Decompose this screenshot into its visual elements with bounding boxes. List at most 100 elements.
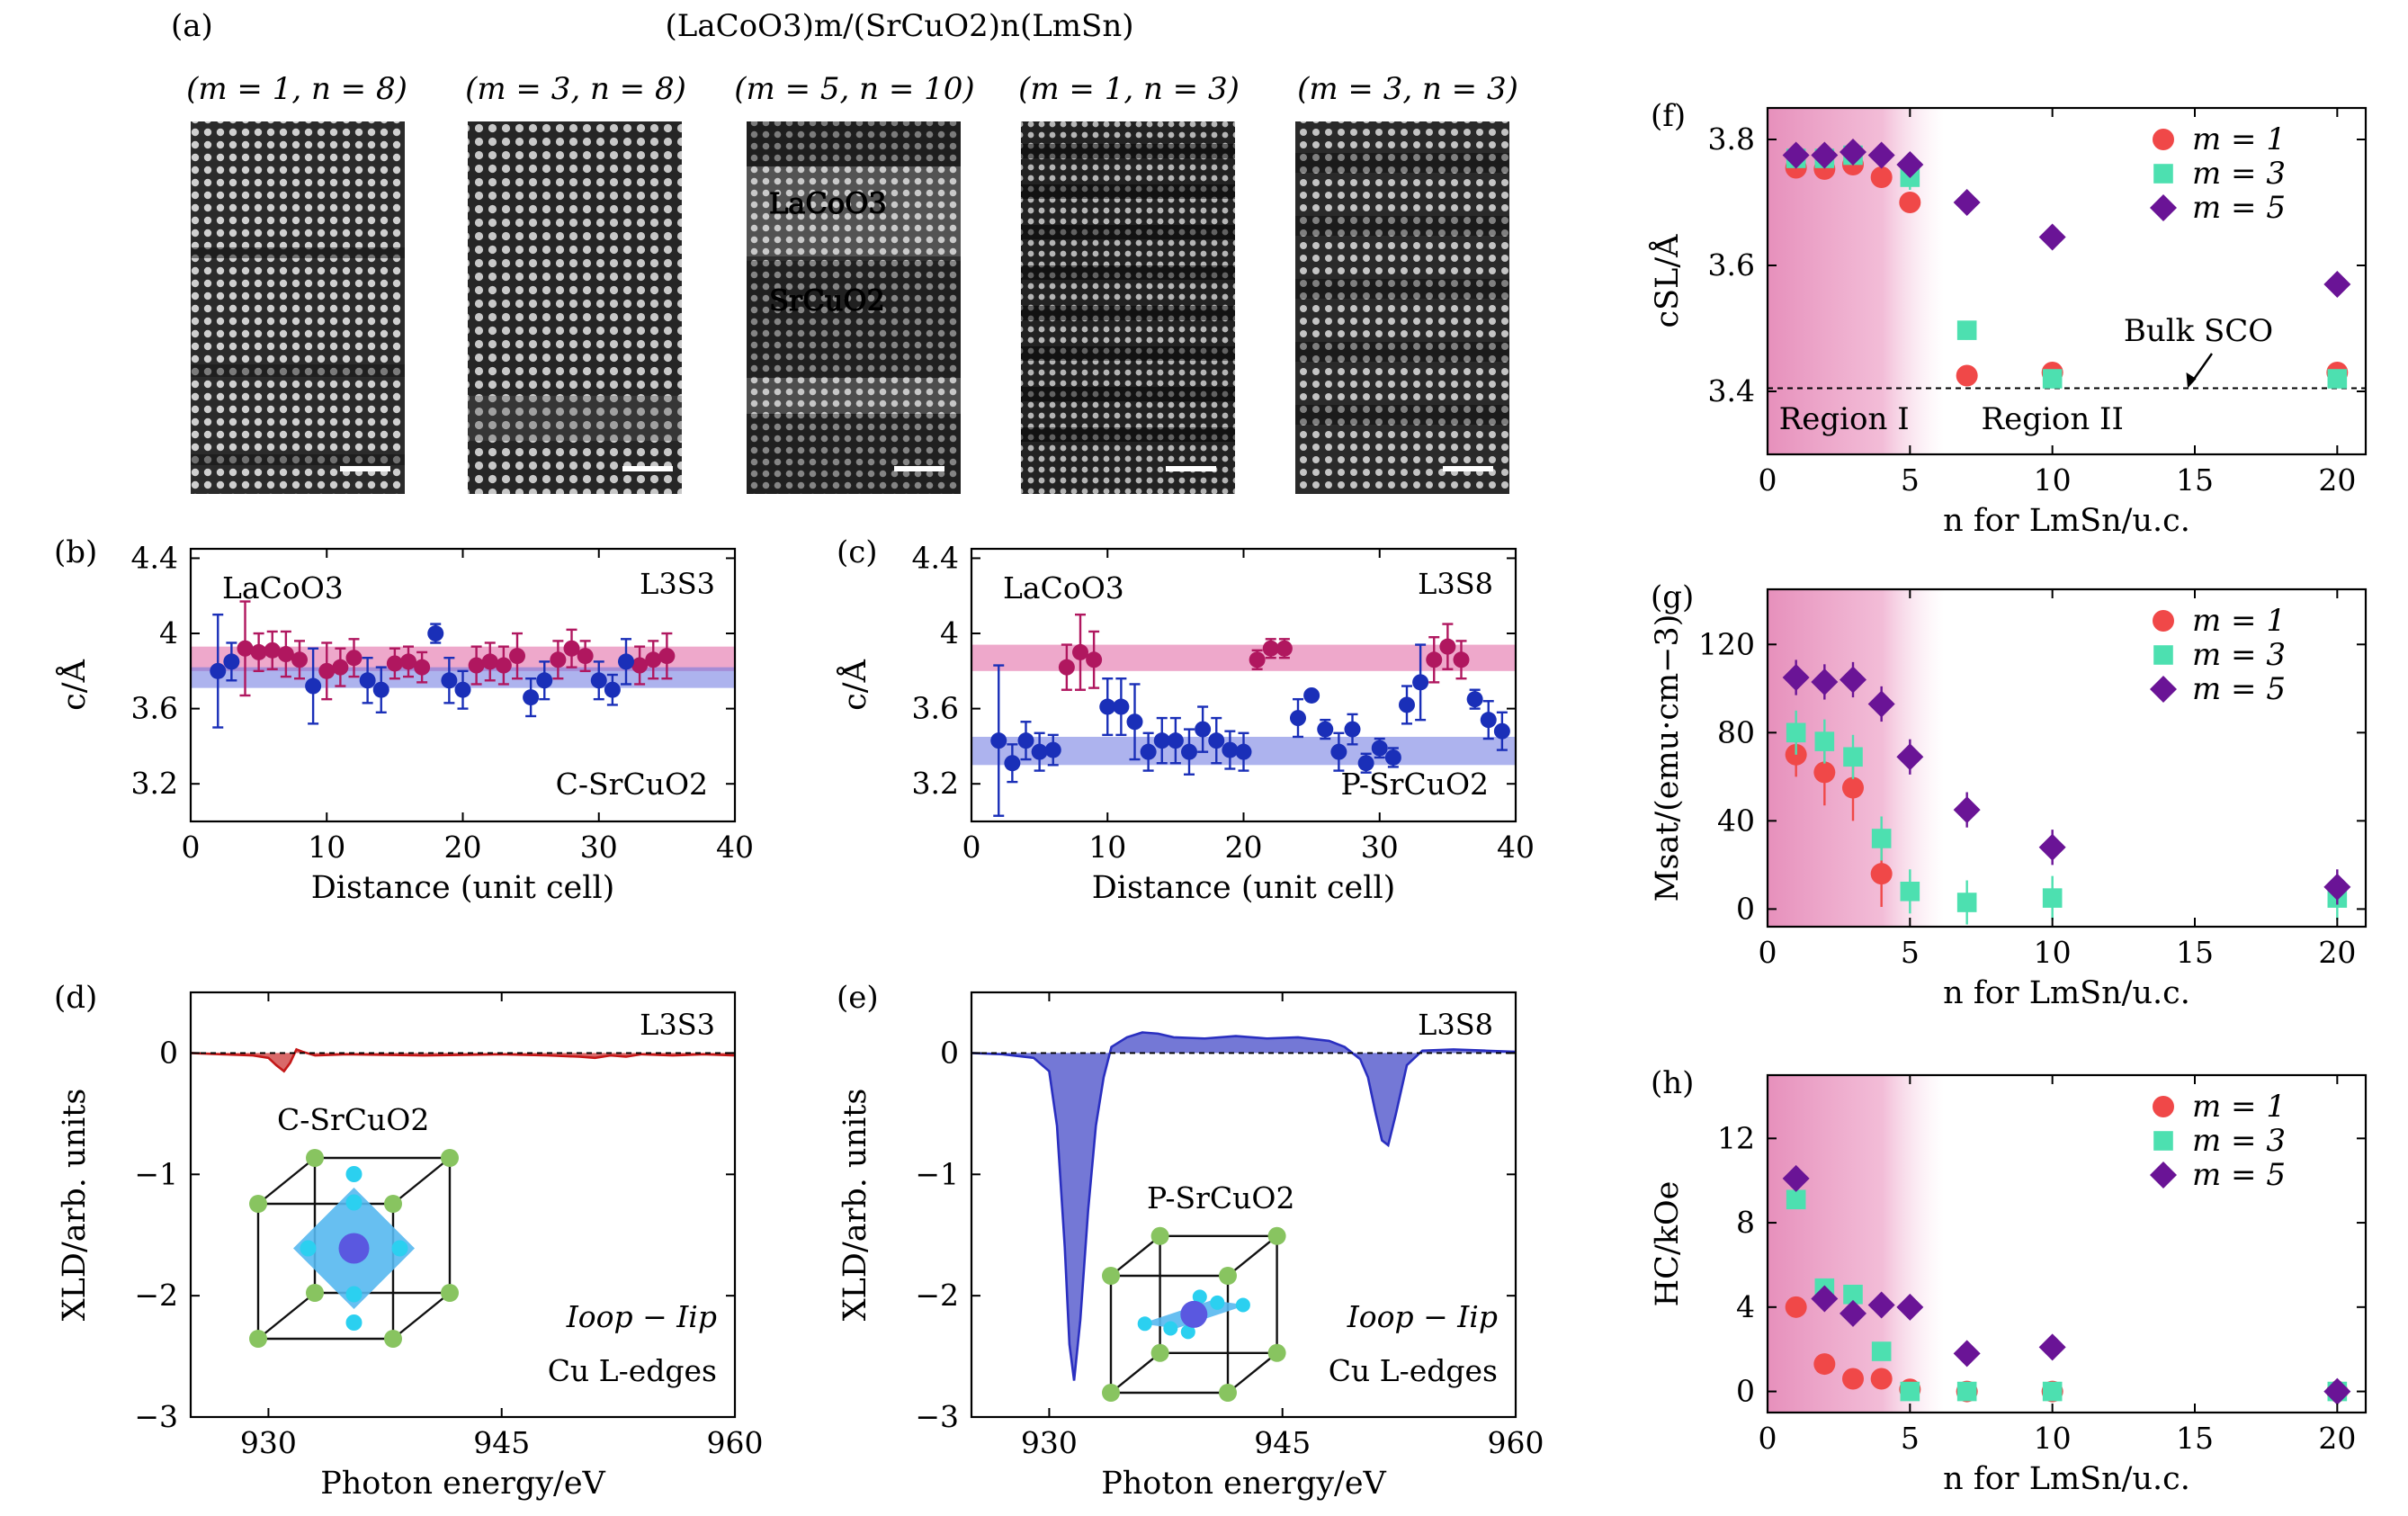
y-tick-label: 0 — [1736, 891, 1755, 926]
data-point — [1344, 721, 1361, 738]
data-point — [237, 640, 254, 657]
x-tick-label: 0 — [1759, 1421, 1777, 1456]
data-point — [2038, 833, 2066, 861]
chart-c: 0 10 20 30 40 3.2 3.6 4 4.4 Distance (unit cell) c… — [835, 534, 1535, 906]
x-tick-label: 930 — [240, 1425, 297, 1460]
x-tick-label: 20 — [2318, 935, 2356, 970]
data-point — [1870, 166, 1893, 188]
legend-entry: m = 5 — [2192, 1157, 2286, 1193]
data-point — [1167, 732, 1184, 749]
data-point — [1384, 749, 1401, 766]
data-point — [590, 672, 607, 689]
y-tick-label: −2 — [134, 1278, 178, 1313]
data-point — [1840, 666, 1866, 694]
data-point — [618, 653, 634, 670]
oxygen-atom — [1163, 1321, 1178, 1336]
panel-label: (c) — [837, 534, 878, 570]
stem-label-2: (m = 3, n = 8) — [465, 71, 686, 107]
chart-g: 0 5 10 15 20 0 40 80 120 n for LmSn/u.c. Msat/(emu… — [1650, 579, 2368, 1011]
data-point — [1072, 643, 1088, 660]
stem-images: (m = 1, n = 8) (m = 3, n = 8) (m = 5, n … — [186, 71, 1518, 494]
data-point — [2153, 645, 2173, 665]
data-point — [1262, 640, 1279, 657]
panel-label: (b) — [54, 534, 97, 570]
data-point — [1303, 686, 1320, 704]
region-ii-label: Region II — [1982, 401, 2124, 437]
y-axis-label: XLD/arb. units — [57, 1089, 93, 1322]
y-tick-label: 4.4 — [912, 540, 959, 575]
layer-label-lacoo3: LaCoO3 — [769, 186, 887, 220]
sr-atom — [306, 1284, 324, 1302]
data-point — [2150, 676, 2177, 703]
legend-entry: m = 1 — [2192, 1089, 2286, 1125]
bulk-sco-arrow — [2190, 353, 2213, 383]
x-tick-label: 20 — [2318, 1421, 2356, 1456]
data-point — [1249, 651, 1266, 668]
oxygen-atom — [345, 1194, 363, 1211]
x-tick-label: 15 — [2176, 1421, 2214, 1456]
x-tick-label: 40 — [1497, 830, 1535, 865]
data-point — [481, 653, 498, 670]
x-axis-label: n for LmSn/u.c. — [1943, 975, 2190, 1011]
data-point — [427, 625, 444, 642]
data-point — [658, 648, 676, 665]
sr-atom — [1267, 1226, 1286, 1245]
data-point — [1181, 743, 1197, 760]
x-tick-label: 20 — [2318, 462, 2356, 498]
data-point — [1811, 141, 1839, 169]
data-point — [468, 657, 485, 674]
x-axis-label: Distance (unit cell) — [1092, 870, 1396, 906]
data-point — [1276, 640, 1293, 657]
y-tick-label: 0 — [159, 1035, 178, 1070]
data-point — [1004, 755, 1021, 772]
data-point — [2038, 223, 2066, 251]
data-point — [1017, 732, 1034, 749]
data-point — [441, 672, 458, 689]
x-tick-label: 20 — [444, 830, 482, 865]
data-point — [1782, 141, 1810, 169]
data-point — [1842, 1368, 1864, 1390]
x-axis-label: Photon energy/eV — [1101, 1466, 1386, 1502]
chart-d: 930 945 960 0 −1 −2 −3 Photon energy/eV XLD/arb.… — [54, 980, 764, 1502]
data-point — [1785, 1296, 1807, 1318]
data-point — [1896, 151, 1924, 178]
data-point — [345, 650, 363, 667]
x-tick-label: 0 — [962, 830, 981, 865]
data-point — [1956, 364, 1978, 387]
x-tick-label: 15 — [2176, 935, 2214, 970]
data-point — [577, 648, 594, 665]
data-point — [1956, 1381, 1977, 1402]
data-point — [400, 653, 416, 670]
sample-tag: L3S8 — [1418, 567, 1493, 601]
data-point — [1956, 893, 1977, 912]
figure-title: (LaCoO3)m/(SrCuO2)n(LmSn) — [666, 8, 1134, 44]
data-point — [1870, 1368, 1893, 1390]
y-axis-label: XLD/arb. units — [837, 1089, 873, 1322]
data-point — [1782, 664, 1810, 692]
data-point — [1480, 712, 1497, 729]
y-tick-label: −3 — [915, 1399, 959, 1434]
oxygen-atom — [1180, 1324, 1195, 1340]
annotation-srcuo2: P-SrCuO2 — [1341, 767, 1489, 802]
sr-atom — [1150, 1343, 1169, 1362]
data-point — [1317, 721, 1334, 738]
y-tick-label: 4 — [159, 615, 178, 650]
data-point — [1222, 741, 1239, 758]
x-axis-label: Distance (unit cell) — [311, 870, 615, 906]
oxygen-atom — [345, 1314, 363, 1331]
data-point — [1840, 1299, 1866, 1327]
region-i-label: Region I — [1779, 401, 1910, 437]
data-point — [563, 640, 580, 657]
sr-atom — [249, 1195, 267, 1213]
data-point — [1813, 761, 1836, 784]
legend-entry: m = 1 — [2192, 121, 2286, 157]
y-tick-label: −1 — [134, 1156, 178, 1191]
data-point — [210, 662, 227, 679]
x-tick-label: 30 — [580, 830, 618, 865]
scale-bar — [1166, 466, 1216, 471]
cube-edge — [1227, 1351, 1278, 1394]
x-tick-label: 930 — [1021, 1425, 1078, 1460]
y-tick-label: 8 — [1736, 1205, 1755, 1240]
x-axis-label: Photon energy/eV — [320, 1466, 605, 1502]
data-point — [1871, 1341, 1892, 1361]
